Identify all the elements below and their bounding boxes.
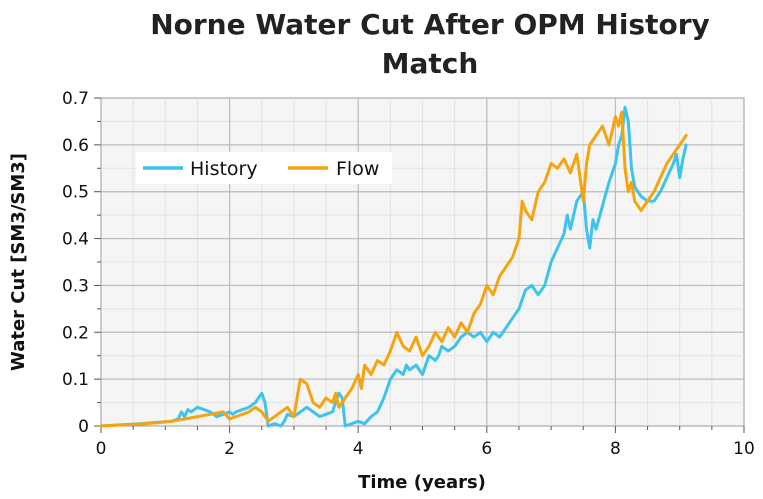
y-tick-label: 0.7 [62, 89, 89, 109]
x-tick-label: 4 [353, 439, 364, 459]
x-tick-label: 2 [224, 439, 235, 459]
y-tick-label: 0 [78, 417, 89, 437]
chart-title-line1: Norne Water Cut After OPM History [150, 8, 710, 41]
x-tick-label: 8 [610, 439, 621, 459]
series-line-flow [99, 110, 688, 428]
y-tick-label: 0.2 [62, 323, 89, 343]
x-tick-label: 0 [96, 439, 107, 459]
grid [101, 98, 744, 426]
legend-label-flow: Flow [336, 158, 379, 180]
x-axis-label: Time (years) [358, 472, 486, 493]
y-tick-label: 0.4 [62, 230, 89, 250]
legend: History Flow [136, 152, 392, 184]
x-tick-label: 10 [733, 439, 755, 459]
y-tick-label: 0.5 [62, 183, 89, 203]
series [99, 105, 688, 428]
x-tick-label: 6 [481, 439, 492, 459]
y-tick-label: 0.3 [62, 276, 89, 296]
series-line-history [99, 105, 688, 428]
legend-label-history: History [190, 158, 258, 180]
y-axis-label: Water Cut [SM3/SM3] [8, 153, 29, 371]
y-tick-label: 0.1 [62, 370, 89, 390]
y-tick-label: 0.6 [62, 136, 89, 156]
ticks: 0 2 4 6 8 10 0 0.1 0.2 0.3 0.4 0.5 0.6 0.7 [62, 89, 755, 459]
chart-title-line2: Match [382, 47, 479, 80]
